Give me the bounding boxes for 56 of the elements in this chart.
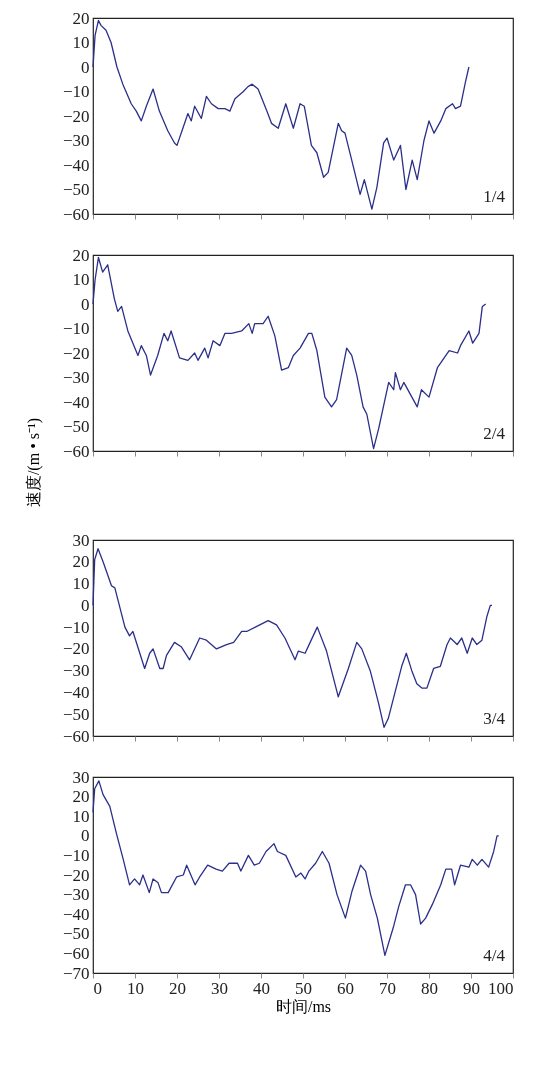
y-tick-label: 10 <box>72 574 90 594</box>
y-tick-label: −30 <box>62 661 90 681</box>
x-tick-label: 30 <box>211 978 228 998</box>
x-tick-label: 90 <box>463 978 480 998</box>
y-tick-label: −20 <box>62 343 90 363</box>
y-tick-label: −60 <box>62 441 90 461</box>
y-tick-label: −50 <box>62 924 90 944</box>
x-tick-label: 40 <box>253 978 270 998</box>
y-tick-label: −30 <box>62 368 90 387</box>
y-tick-label: 20 <box>72 245 90 265</box>
y-tick-label: −50 <box>62 704 90 724</box>
y-tick-label: −40 <box>62 155 90 175</box>
annotation: 4/4 <box>483 946 506 965</box>
y-tick-label: −10 <box>62 319 90 338</box>
x-tick-label: 100 <box>488 978 514 998</box>
y-tick-label: 0 <box>81 595 90 615</box>
x-axis-title: 时间/ms <box>275 997 332 1015</box>
y-tick-label: −60 <box>62 726 90 746</box>
y-tick-label: 20 <box>72 787 90 807</box>
y-tick-label: −10 <box>62 82 90 101</box>
y-tick-label: −70 <box>62 963 90 983</box>
y-tick-label: 0 <box>81 57 90 77</box>
x-tick-label: 50 <box>295 978 312 998</box>
y-tick-label: −40 <box>62 682 90 702</box>
annotation: 1/4 <box>483 187 506 206</box>
y-axis-title: 速度/(m • s⁻¹) <box>24 417 43 508</box>
x-tick-label: 80 <box>421 978 438 998</box>
y-tick-label: −40 <box>62 904 90 924</box>
y-tick-label: 20 <box>72 552 90 572</box>
y-tick-label: −20 <box>62 865 90 885</box>
line-series <box>92 19 470 210</box>
y-tick-label: 0 <box>81 294 90 314</box>
y-tick-label: −60 <box>62 204 90 224</box>
annotation: 3/4 <box>483 709 506 728</box>
y-tick-label: −30 <box>62 131 90 150</box>
y-tick-label: 10 <box>72 270 90 289</box>
x-tick-label: 70 <box>379 978 396 998</box>
y-tick-label: −30 <box>62 885 90 905</box>
y-tick-label: −20 <box>62 639 90 659</box>
y-tick-label: −50 <box>62 180 90 199</box>
y-tick-label: 10 <box>72 806 90 826</box>
y-tick-label: −20 <box>62 106 90 126</box>
y-tick-label: 20 <box>72 8 90 28</box>
x-tick-label: 10 <box>127 978 144 998</box>
y-tick-label: −50 <box>62 417 90 436</box>
y-tick-label: −10 <box>62 617 90 637</box>
annotation: 2/4 <box>483 424 506 443</box>
y-tick-label: −40 <box>62 392 90 412</box>
y-tick-label: 30 <box>72 530 90 550</box>
x-tick-label: 60 <box>337 978 354 998</box>
y-tick-label: 10 <box>72 33 90 52</box>
y-tick-label: −60 <box>62 943 90 963</box>
x-tick-label: 20 <box>169 978 186 998</box>
y-tick-label: −10 <box>62 845 90 865</box>
y-tick-label: 0 <box>81 826 90 846</box>
y-tick-label: 30 <box>72 767 90 787</box>
